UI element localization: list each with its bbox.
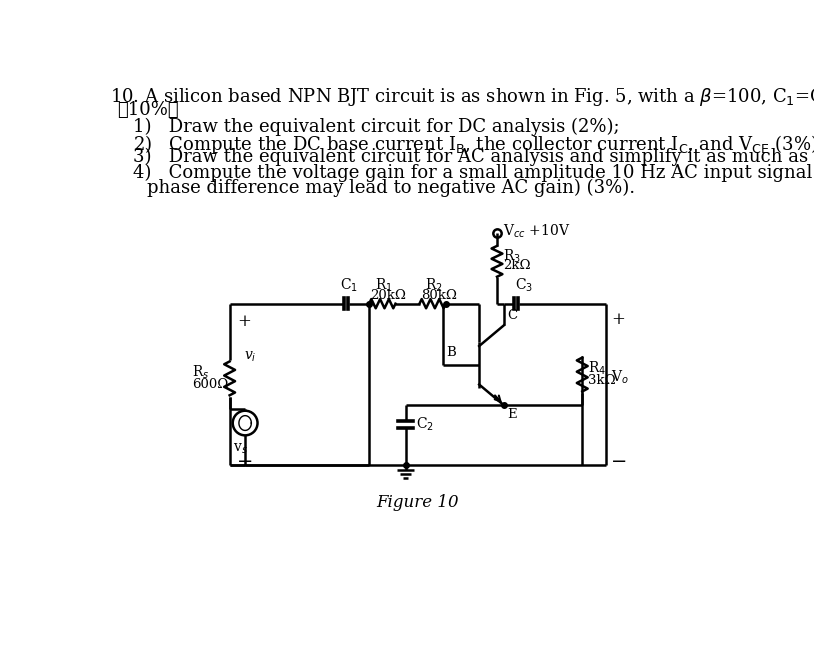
Text: phase difference may lead to negative AC gain) (3%).: phase difference may lead to negative AC…: [147, 179, 635, 197]
Text: B: B: [447, 346, 457, 359]
Text: R$_2$: R$_2$: [425, 277, 443, 294]
Text: 3)   Draw the equivalent circuit for AC analysis and simplify it as much as poss: 3) Draw the equivalent circuit for AC an…: [133, 148, 814, 166]
Text: R$_4$: R$_4$: [589, 359, 606, 377]
Text: 3kΩ: 3kΩ: [589, 374, 616, 387]
Text: 2kΩ: 2kΩ: [503, 260, 531, 273]
Text: R$_3$: R$_3$: [503, 248, 521, 265]
Text: −: −: [238, 453, 254, 471]
Text: 1)   Draw the equivalent circuit for DC analysis (2%);: 1) Draw the equivalent circuit for DC an…: [133, 118, 619, 135]
Text: R$_1$: R$_1$: [374, 277, 392, 294]
Text: （10%）: （10%）: [117, 101, 179, 119]
Text: 2)   Compute the DC base current I$_\mathrm{B}$, the collector current I$_\mathr: 2) Compute the DC base current I$_\mathr…: [133, 133, 814, 156]
Text: 20kΩ: 20kΩ: [370, 289, 405, 302]
Text: v$_i$: v$_i$: [243, 350, 256, 365]
Text: 600Ω: 600Ω: [192, 378, 229, 391]
Text: 4)   Compute the voltage gain for a small amplitude 10 Hz AC input signal (Note:: 4) Compute the voltage gain for a small …: [133, 164, 814, 182]
Text: −: −: [611, 453, 628, 471]
Text: +: +: [238, 313, 252, 330]
Text: +: +: [611, 311, 625, 328]
Text: V$_{cc}$ +10V: V$_{cc}$ +10V: [503, 223, 571, 240]
Text: C$_3$: C$_3$: [514, 277, 533, 294]
Text: E: E: [507, 409, 517, 421]
Text: R$_s$: R$_s$: [192, 363, 210, 381]
Text: v$_s$: v$_s$: [233, 442, 248, 456]
Text: 10. A silicon based NPN BJT circuit is as shown in Fig. 5, with a $\beta$=100, C: 10. A silicon based NPN BJT circuit is a…: [110, 86, 814, 108]
Text: Figure 10: Figure 10: [376, 494, 458, 511]
Text: C$_2$: C$_2$: [417, 416, 435, 433]
Text: C$_1$: C$_1$: [339, 277, 357, 294]
Text: C: C: [507, 309, 517, 322]
Text: 80kΩ: 80kΩ: [421, 289, 457, 302]
Text: V$_o$: V$_o$: [611, 368, 628, 386]
